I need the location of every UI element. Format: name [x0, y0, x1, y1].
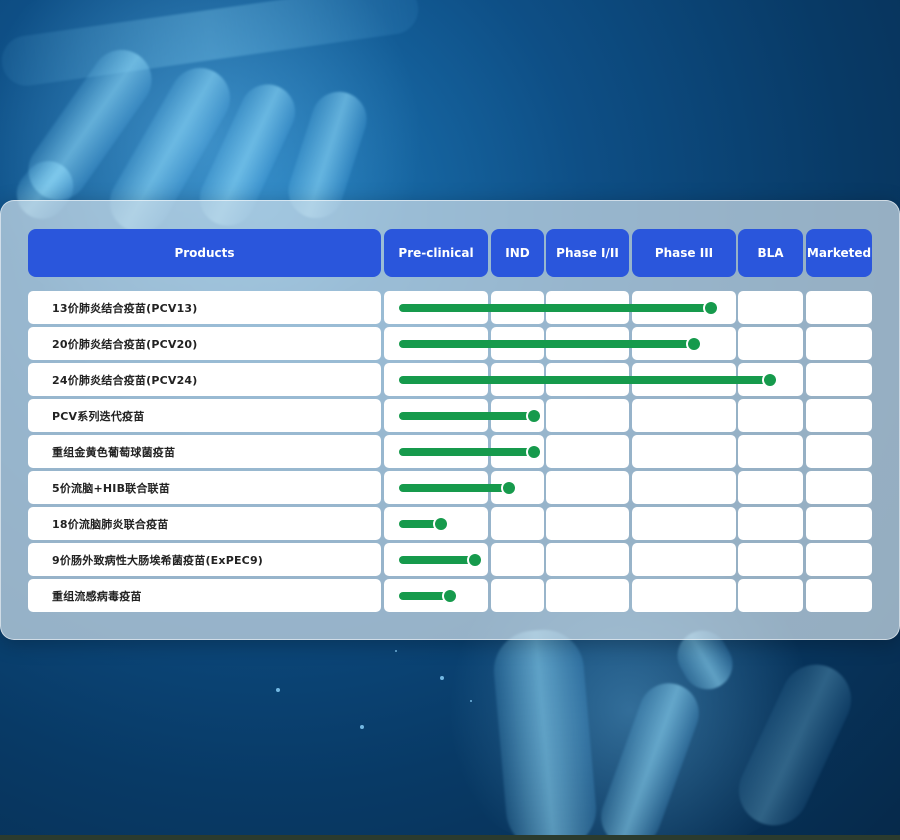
pipeline-table: Products Pre-clinical IND Phase I/II Pha… — [28, 229, 872, 615]
table-row: 18价流脑肺炎联合疫苗 — [28, 507, 872, 541]
product-name: 重组金黄色葡萄球菌疫苗 — [28, 435, 381, 468]
table-row: 重组流感病毒疫苗 — [28, 579, 872, 613]
stage-cell — [632, 543, 736, 576]
stage-cell — [546, 399, 629, 432]
product-name: 5价流脑+HIB联合联苗 — [28, 471, 381, 504]
stage-cell — [806, 363, 872, 396]
product-name: PCV系列迭代疫苗 — [28, 399, 381, 432]
progress-knob — [705, 302, 718, 314]
product-rows: 13价肺炎结合疫苗(PCV13) 20价肺炎结合疫苗(PCV20) 24价肺炎结合疫… — [28, 291, 872, 613]
table-row: 20价肺炎结合疫苗(PCV20) — [28, 327, 872, 361]
progress-knob — [443, 590, 456, 602]
stage-cell — [806, 291, 872, 324]
progress-bar — [399, 302, 718, 314]
pipeline-panel: Products Pre-clinical IND Phase I/II Pha… — [0, 200, 900, 640]
table-row: 5价流脑+HIB联合联苗 — [28, 471, 872, 505]
header-row: Products Pre-clinical IND Phase I/II Pha… — [28, 229, 872, 277]
progress-bar — [399, 410, 541, 422]
bottom-strip — [0, 835, 900, 840]
stage-cell — [546, 507, 629, 540]
stage-cell — [806, 399, 872, 432]
product-name: 13价肺炎结合疫苗(PCV13) — [28, 291, 381, 324]
progress-knob — [528, 446, 541, 458]
stage-cell — [806, 435, 872, 468]
stage-cell — [546, 579, 629, 612]
table-row: 9价肠外致病性大肠埃希菌疫苗(ExPEC9) — [28, 543, 872, 577]
stage-cell — [738, 291, 803, 324]
stage-cell — [491, 579, 544, 612]
stage-cell — [738, 471, 803, 504]
progress-knob — [528, 410, 541, 422]
stage-cell — [738, 507, 803, 540]
stage-cell — [738, 399, 803, 432]
progress-bar — [399, 518, 448, 530]
progress-knob — [435, 518, 448, 530]
progress-knob — [688, 338, 701, 350]
stage-cell — [546, 435, 629, 468]
stage-cell — [491, 507, 544, 540]
product-name: 24价肺炎结合疫苗(PCV24) — [28, 363, 381, 396]
header-marketed: Marketed — [806, 229, 872, 277]
stage-cell — [806, 543, 872, 576]
product-name: 9价肠外致病性大肠埃希菌疫苗(ExPEC9) — [28, 543, 381, 576]
progress-bar — [399, 482, 515, 494]
stage-cell — [491, 543, 544, 576]
stage-cell — [738, 435, 803, 468]
stage-cell — [806, 471, 872, 504]
progress-knob — [764, 374, 777, 386]
header-products: Products — [28, 229, 381, 277]
stage-cell — [738, 543, 803, 576]
stage-cell — [632, 579, 736, 612]
stage-cell — [806, 327, 872, 360]
stage-cell — [806, 579, 872, 612]
stage-cell — [632, 507, 736, 540]
stage-cell — [738, 579, 803, 612]
product-name: 18价流脑肺炎联合疫苗 — [28, 507, 381, 540]
stage-cell — [546, 543, 629, 576]
stage-cell — [738, 327, 803, 360]
progress-knob — [468, 554, 481, 566]
header-ind: IND — [491, 229, 544, 277]
table-row: 重组金黄色葡萄球菌疫苗 — [28, 435, 872, 469]
product-name: 重组流感病毒疫苗 — [28, 579, 381, 612]
header-phase-3: Phase III — [632, 229, 736, 277]
stage-cell — [546, 471, 629, 504]
product-name: 20价肺炎结合疫苗(PCV20) — [28, 327, 381, 360]
progress-bar — [399, 446, 541, 458]
progress-bar — [399, 590, 456, 602]
header-phase-1-2: Phase I/II — [546, 229, 629, 277]
stage-cell — [806, 507, 872, 540]
header-bla: BLA — [738, 229, 803, 277]
stage-cell — [632, 471, 736, 504]
progress-bar — [399, 374, 777, 386]
progress-bar — [399, 554, 481, 566]
table-row: 24价肺炎结合疫苗(PCV24) — [28, 363, 872, 397]
header-preclinical: Pre-clinical — [384, 229, 488, 277]
table-row: PCV系列迭代疫苗 — [28, 399, 872, 433]
progress-knob — [502, 482, 515, 494]
stage-cell — [632, 435, 736, 468]
progress-bar — [399, 338, 701, 350]
stage-cell — [632, 399, 736, 432]
table-row: 13价肺炎结合疫苗(PCV13) — [28, 291, 872, 325]
